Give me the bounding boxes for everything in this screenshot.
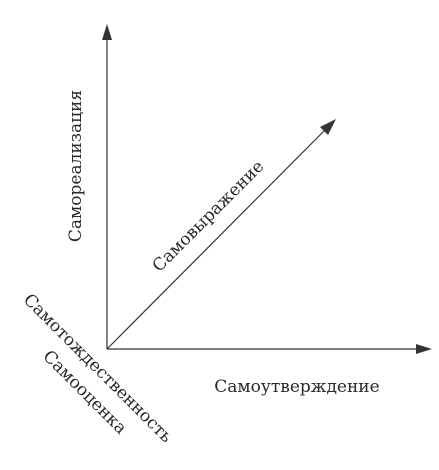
self-identity-label: Самотождественность	[19, 290, 176, 447]
horizontal-axis-label: Самоутверждение	[214, 377, 379, 397]
vertical-axis	[102, 24, 112, 349]
diagonal-axis-line	[106, 126, 329, 350]
horizontal-axis	[107, 344, 432, 354]
diagonal-axis	[106, 119, 336, 350]
horizontal-axis-arrowhead	[416, 344, 432, 354]
diagonal-axis-arrowhead	[320, 119, 336, 135]
diagonal-axis-label: Самовыражение	[149, 157, 269, 277]
vertical-axis-label: Самореализация	[66, 90, 86, 242]
vertical-axis-arrowhead	[102, 24, 112, 40]
